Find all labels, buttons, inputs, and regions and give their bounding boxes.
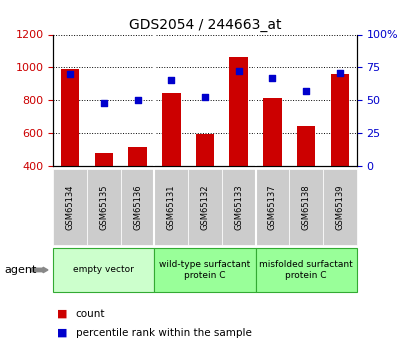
Bar: [94, 153, 113, 166]
Text: ■: ■: [57, 309, 68, 319]
Point: [235, 68, 241, 74]
Point: [100, 100, 107, 106]
Text: misfolded surfactant
protein C: misfolded surfactant protein C: [258, 260, 352, 280]
Text: percentile rank within the sample: percentile rank within the sample: [76, 328, 251, 338]
Text: GSM65137: GSM65137: [267, 184, 276, 230]
Text: GSM65132: GSM65132: [200, 184, 209, 230]
Text: GSM65134: GSM65134: [65, 184, 74, 230]
Text: ■: ■: [57, 328, 68, 338]
Text: GSM65131: GSM65131: [166, 184, 175, 230]
Text: GSM65136: GSM65136: [133, 184, 142, 230]
Bar: [61, 69, 79, 166]
Point: [134, 97, 141, 103]
Point: [201, 95, 208, 100]
Text: GSM65133: GSM65133: [234, 184, 243, 230]
Point: [302, 88, 309, 93]
Text: empty vector: empty vector: [73, 265, 134, 275]
Title: GDS2054 / 244663_at: GDS2054 / 244663_at: [128, 18, 281, 32]
Point: [67, 71, 73, 77]
Point: [336, 70, 342, 75]
Point: [268, 75, 275, 80]
Bar: [229, 57, 247, 166]
Text: wild-type surfactant
protein C: wild-type surfactant protein C: [159, 260, 250, 280]
Text: GSM65138: GSM65138: [301, 184, 310, 230]
Text: agent: agent: [4, 265, 36, 275]
Point: [168, 78, 174, 83]
Text: GSM65139: GSM65139: [335, 184, 344, 230]
Bar: [128, 147, 146, 166]
Bar: [162, 93, 180, 166]
Bar: [330, 74, 348, 166]
Bar: [296, 126, 315, 166]
Text: GSM65135: GSM65135: [99, 184, 108, 230]
Text: count: count: [76, 309, 105, 319]
Bar: [263, 98, 281, 166]
Bar: [195, 134, 214, 166]
